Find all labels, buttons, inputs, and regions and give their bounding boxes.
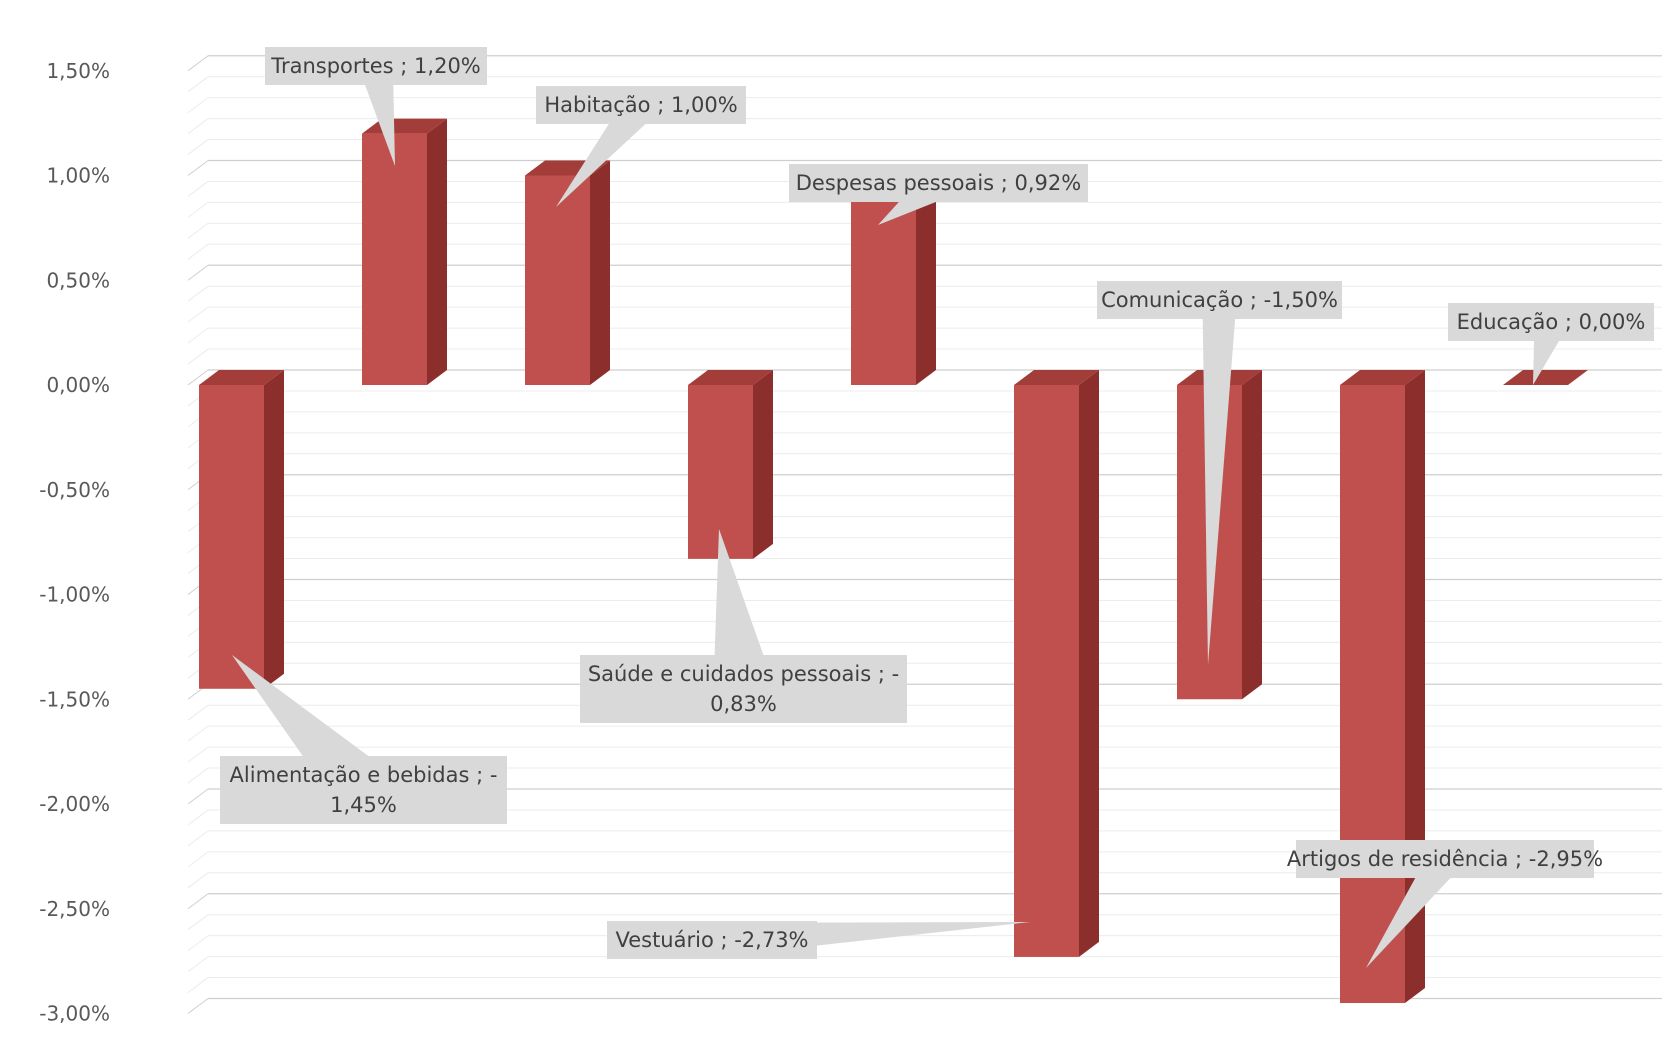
bar-side <box>427 118 447 385</box>
callout-9: Educação ; 0,00% <box>1448 303 1654 385</box>
data-label: Vestuário ; -2,73% <box>615 928 808 952</box>
data-label-callouts: Alimentação e bebidas ; - 1,45% Transporte… <box>220 47 1654 968</box>
bar-side <box>916 177 936 385</box>
bar-side <box>1079 370 1099 957</box>
callout-pointer <box>1366 848 1459 968</box>
data-label: 1,45% <box>330 793 397 817</box>
y-tick-label: -2,00% <box>39 792 110 816</box>
bar-top <box>1503 370 1588 385</box>
y-tick-label: -0,50% <box>39 478 110 502</box>
data-label: 0,83% <box>710 692 777 716</box>
bar-top <box>688 370 773 385</box>
bar-side <box>264 370 284 689</box>
callout-box <box>265 47 487 85</box>
bar-front <box>1014 385 1079 957</box>
data-label: Despesas pessoais ; 0,92% <box>796 171 1081 195</box>
callout-8: Artigos de residência ; -2,95% <box>1287 840 1603 968</box>
bar-front <box>688 385 753 559</box>
y-tick-label: -1,50% <box>39 687 110 711</box>
data-label: Educação ; 0,00% <box>1457 310 1646 334</box>
callout-pointer <box>1202 299 1237 665</box>
bar-front <box>199 385 264 689</box>
callout-5: Despesas pessoais ; 0,92% <box>789 164 1088 225</box>
bar-4 <box>688 370 773 559</box>
callout-box <box>580 655 907 723</box>
y-tick-label: 1,00% <box>46 164 110 188</box>
callout-3: Habitação ; 1,00% <box>536 86 746 207</box>
y-tick-label: -1,00% <box>39 583 110 607</box>
bar-2 <box>362 118 447 385</box>
bar-9 <box>1503 370 1588 385</box>
callout-box <box>1448 303 1654 341</box>
bar-3 <box>525 160 610 385</box>
callout-box <box>220 756 507 824</box>
bar-side <box>590 160 610 385</box>
data-label: Artigos de residência ; -2,95% <box>1287 847 1603 871</box>
callout-box <box>536 86 746 124</box>
callout-box <box>789 164 1088 202</box>
callout-box <box>607 921 817 959</box>
y-tick-label: -3,00% <box>39 1002 110 1026</box>
bar-1 <box>199 370 284 689</box>
callout-pointer <box>713 529 774 694</box>
data-label: Comunicação ; -1,50% <box>1101 288 1338 312</box>
y-axis-tick-labels: 1,50% 1,00% 0,50% 0,00% -0,50% -1,00% -1,50% -2… <box>39 59 110 1026</box>
callout-6: Vestuário ; -2,73% <box>607 921 1030 959</box>
bar-6 <box>1014 370 1099 957</box>
bar-top <box>1014 370 1099 385</box>
bar-front <box>851 192 916 385</box>
data-label: Habitação ; 1,00% <box>544 93 737 117</box>
bar-front <box>525 175 590 385</box>
data-label: Saúde e cuidados pessoais ; - <box>588 662 899 686</box>
callout-4: Saúde e cuidados pessoais ; - 0,83% <box>580 529 907 723</box>
callout-1: Alimentação e bebidas ; - 1,45% <box>220 655 507 824</box>
bar-side <box>1242 370 1262 700</box>
data-label: Transportes ; 1,20% <box>270 54 481 78</box>
data-label: Alimentação e bebidas ; - <box>230 763 498 787</box>
y-tick-label: 1,50% <box>46 59 110 83</box>
bar-side <box>753 370 773 559</box>
callout-pointer <box>359 62 395 166</box>
callout-7: Comunicação ; -1,50% <box>1097 281 1342 665</box>
callout-box <box>1097 281 1342 319</box>
bar-front <box>362 133 427 385</box>
callout-box <box>1296 840 1594 878</box>
y-tick-label: 0,00% <box>46 373 110 397</box>
callout-2: Transportes ; 1,20% <box>265 47 487 166</box>
bar-top <box>1340 370 1425 385</box>
bar-top <box>199 370 284 385</box>
bar-front <box>1340 385 1405 1004</box>
y-tick-label: 0,50% <box>46 268 110 292</box>
y-tick-label: -2,50% <box>39 897 110 921</box>
